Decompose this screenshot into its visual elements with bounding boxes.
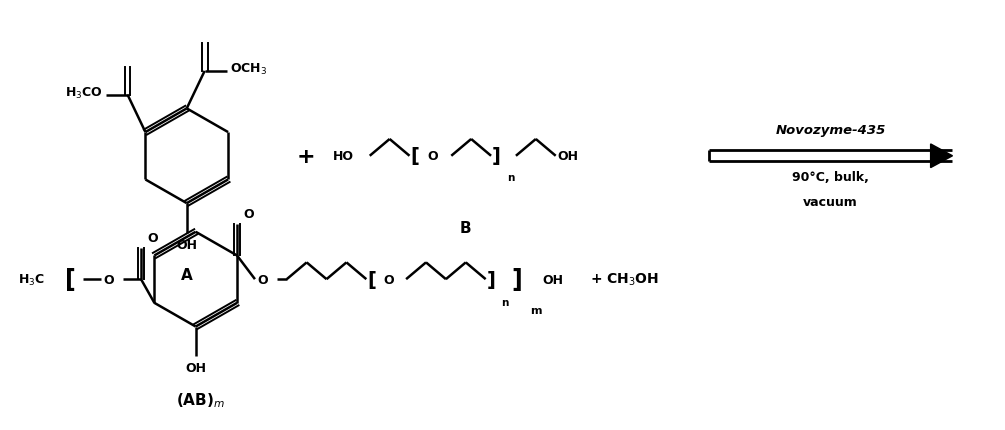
- Text: +: +: [296, 147, 316, 166]
- Text: HO: HO: [333, 150, 354, 163]
- Text: OH: OH: [543, 273, 564, 286]
- Text: n: n: [507, 172, 515, 182]
- Text: vacuum: vacuum: [803, 196, 858, 209]
- Text: [: [: [367, 270, 376, 289]
- Text: [: [: [65, 267, 76, 292]
- Text: 90°C, bulk,: 90°C, bulk,: [792, 170, 869, 183]
- Text: OCH$_3$: OCH$_3$: [229, 62, 266, 77]
- Text: ]: ]: [486, 270, 495, 289]
- Text: + CH$_3$OH: + CH$_3$OH: [590, 271, 659, 288]
- Text: OH: OH: [185, 361, 206, 374]
- Text: OH: OH: [558, 150, 579, 163]
- Text: O: O: [147, 231, 158, 244]
- Polygon shape: [931, 144, 953, 168]
- Text: [: [: [410, 147, 419, 166]
- Text: H$_3$C: H$_3$C: [18, 272, 44, 287]
- Text: OH: OH: [176, 238, 197, 251]
- Text: (AB)$_m$: (AB)$_m$: [176, 391, 225, 409]
- Text: H$_3$CO: H$_3$CO: [65, 86, 103, 101]
- Text: O: O: [257, 273, 267, 286]
- Text: O: O: [243, 207, 253, 221]
- Text: O: O: [104, 273, 114, 286]
- Text: A: A: [181, 268, 193, 283]
- Text: Novozyme-435: Novozyme-435: [776, 124, 885, 137]
- Text: m: m: [531, 305, 542, 315]
- Text: B: B: [459, 221, 471, 235]
- Text: O: O: [383, 273, 394, 286]
- Text: ]: ]: [492, 147, 500, 166]
- Text: O: O: [427, 150, 438, 163]
- Text: ]: ]: [512, 267, 523, 292]
- Text: n: n: [501, 297, 509, 307]
